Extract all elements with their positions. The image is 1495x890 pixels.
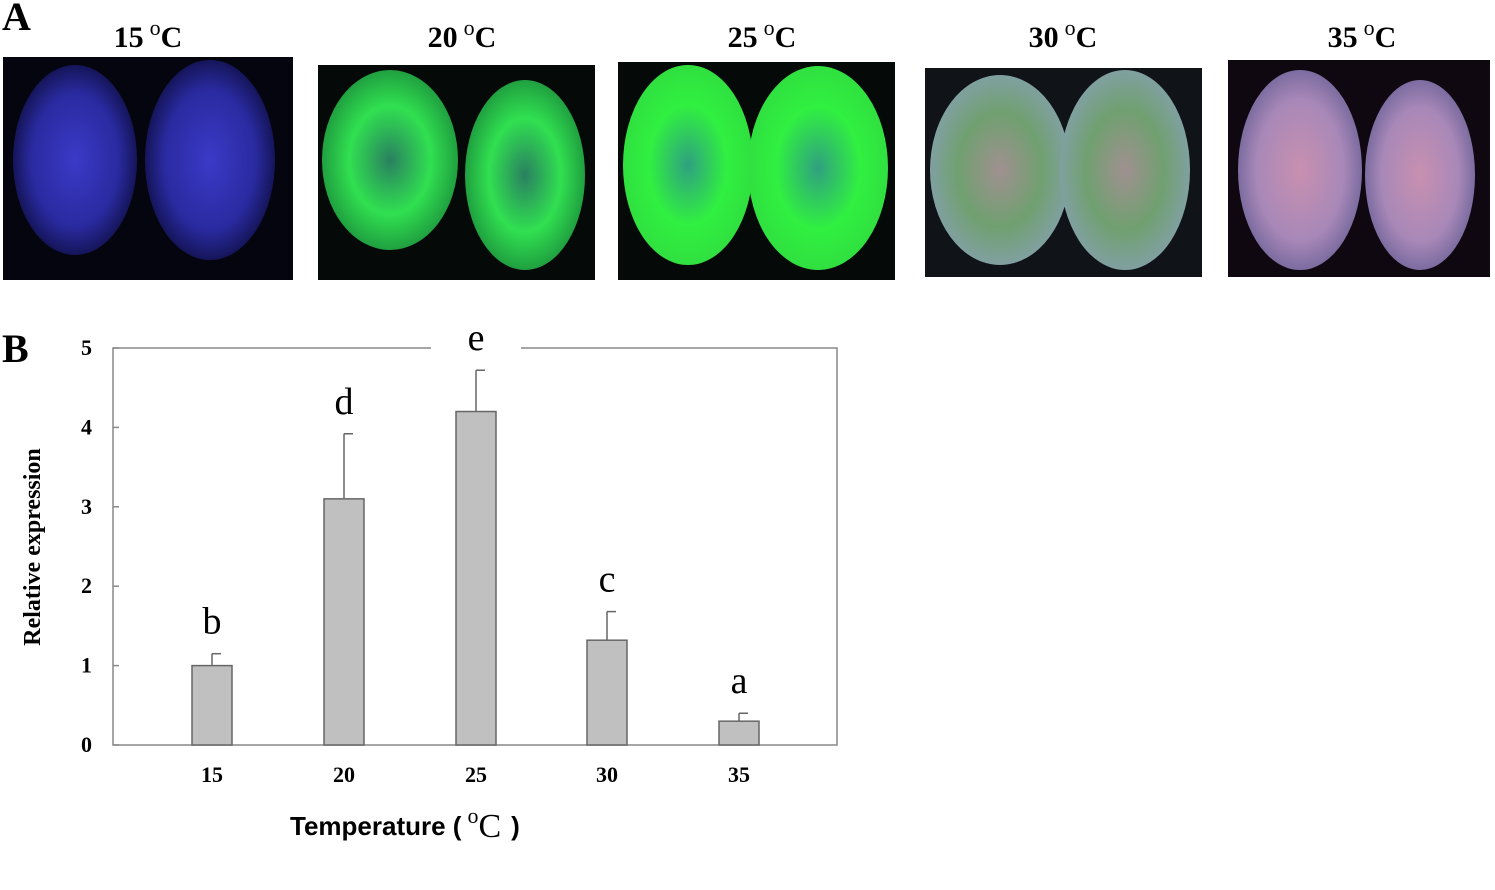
significance-letter: b — [203, 601, 222, 643]
x-axis-label: Temperature (oC) — [290, 803, 520, 845]
annotation-backdrop — [562, 561, 652, 602]
photo-title: 20 oC — [428, 15, 497, 54]
photo — [925, 68, 1202, 277]
panel-label: B — [2, 326, 29, 371]
photo — [3, 57, 293, 280]
error-bar — [606, 610, 616, 641]
degree-sup: o — [464, 15, 475, 40]
y-axis-label: Relative expression — [20, 448, 46, 646]
annotation-backdrop — [167, 603, 257, 644]
x-tick-label: 20 — [333, 762, 355, 787]
significance-letter: a — [731, 660, 748, 702]
y-tick-label: 1 — [81, 653, 92, 678]
photo-title: 35 oC — [1328, 15, 1397, 54]
temperature: 30 — [1029, 21, 1059, 54]
degree-sup: o — [150, 15, 161, 40]
unit: C — [161, 21, 183, 54]
annotation-backdrop — [299, 383, 389, 424]
unit: C — [775, 21, 797, 54]
y-tick-label: 4 — [81, 414, 92, 439]
temperature: 15 — [114, 21, 144, 54]
error-bar — [738, 712, 748, 722]
photo-title: 30 oC — [1029, 15, 1098, 54]
photo-title: 25 oC — [728, 15, 797, 54]
x-tick-label: 25 — [465, 762, 487, 787]
unit: C — [475, 21, 497, 54]
error-bar — [211, 652, 221, 666]
temperature: 35 — [1328, 21, 1358, 54]
error-bar — [343, 433, 353, 499]
panel-label: A — [2, 0, 31, 39]
y-tick-label: 0 — [81, 732, 92, 757]
y-tick-label: 2 — [81, 573, 92, 598]
bar — [586, 639, 628, 746]
temperature: 20 — [428, 21, 458, 54]
bar — [455, 410, 497, 746]
photo — [318, 65, 595, 280]
degree-sup: o — [764, 15, 775, 40]
unit: C — [1375, 21, 1397, 54]
degree-sup: o — [467, 803, 478, 828]
error-bar — [475, 369, 485, 412]
degree-sup: o — [1364, 15, 1375, 40]
x-tick-label: 35 — [728, 762, 750, 787]
y-tick-label: 5 — [81, 335, 92, 360]
annotation-backdrop — [694, 663, 784, 704]
x-label-close: ) — [511, 811, 520, 841]
unit: C — [478, 808, 501, 845]
x-tick-label: 15 — [201, 762, 223, 787]
annotation-backdrop — [431, 320, 521, 361]
x-label-text: Temperature ( — [290, 811, 462, 841]
bar — [191, 664, 233, 746]
bar — [323, 498, 365, 746]
significance-letter: d — [335, 381, 354, 423]
y-tick-label: 3 — [81, 494, 92, 519]
photo-title: 15 oC — [114, 15, 183, 54]
degree-sup: o — [1065, 15, 1076, 40]
significance-letter: c — [599, 559, 616, 601]
temperature: 25 — [728, 21, 758, 54]
x-tick-label: 30 — [596, 762, 618, 787]
photo — [618, 62, 895, 280]
photo — [1228, 60, 1490, 277]
unit: C — [1076, 21, 1098, 54]
significance-letter: e — [468, 317, 485, 359]
bar — [718, 720, 760, 746]
